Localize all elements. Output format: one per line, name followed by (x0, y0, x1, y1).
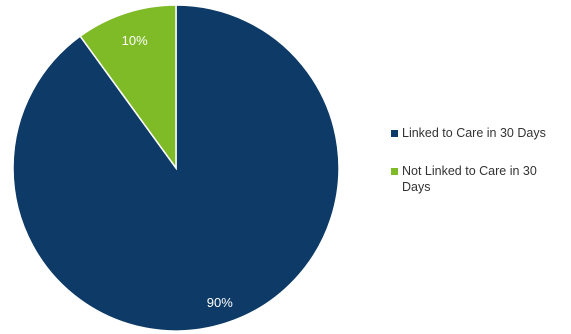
legend-swatch-not-linked (391, 168, 398, 175)
legend-item-not-linked: Not Linked to Care in 30 Days (391, 163, 566, 195)
legend: Linked to Care in 30 Days Not Linked to … (391, 125, 566, 217)
data-label-linked: 90% (207, 295, 233, 310)
pie-slice-not-linked (79, 4, 177, 171)
legend-label-linked: Linked to Care in 30 Days (402, 126, 546, 140)
legend-label-not-linked: Not Linked to Care in 30 Days (402, 164, 537, 194)
pie-slices (12, 4, 340, 332)
legend-item-linked: Linked to Care in 30 Days (391, 125, 566, 141)
legend-swatch-linked (391, 130, 398, 137)
data-label-not-linked: 10% (122, 33, 148, 48)
pie-data-labels: 90% 10% (122, 33, 234, 310)
